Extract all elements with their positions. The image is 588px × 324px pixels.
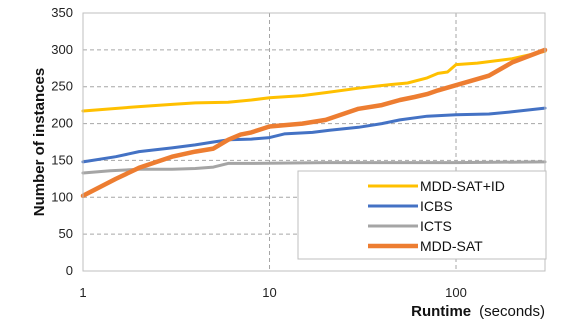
- x-axis-label: Runtime (seconds): [411, 303, 545, 320]
- y-tick-label: 200: [51, 116, 73, 131]
- series-line-mdd-sat-id: [81, 49, 547, 113]
- x-tick-label: 10: [262, 285, 276, 300]
- x-tick-label: 100: [445, 285, 467, 300]
- legend-box: [297, 170, 547, 260]
- series-lines: [80, 47, 548, 199]
- plot-area-border: [82, 12, 546, 272]
- legend-label: ICBS: [420, 198, 453, 214]
- legend-label: MDD-SAT: [420, 238, 483, 254]
- y-tick-label: 350: [51, 5, 73, 20]
- x-axis-title: Runtime: [411, 303, 471, 320]
- y-tick-label: 250: [51, 79, 73, 94]
- series-line-icts: [81, 160, 547, 175]
- legend: MDD-SAT+ID ICBS ICTS MDD-SAT: [297, 170, 547, 260]
- axis-ticks: 0 50 100 150 200 250 300 350 1 10 100: [51, 5, 467, 300]
- y-tick-label: 150: [51, 152, 73, 167]
- y-tick-label: 300: [51, 42, 73, 57]
- y-axis-label: Number of instances: [31, 68, 48, 216]
- series-line-mdd-sat: [80, 47, 548, 199]
- x-tick-label: 1: [79, 285, 86, 300]
- y-tick-label: 50: [59, 226, 73, 241]
- legend-label: ICTS: [420, 218, 452, 234]
- legend-label: MDD-SAT+ID: [420, 178, 505, 194]
- y-tick-label: 100: [51, 189, 73, 204]
- y-tick-label: 0: [66, 263, 73, 278]
- series-line-icbs: [81, 106, 547, 164]
- x-axis-unit: (seconds): [479, 303, 545, 320]
